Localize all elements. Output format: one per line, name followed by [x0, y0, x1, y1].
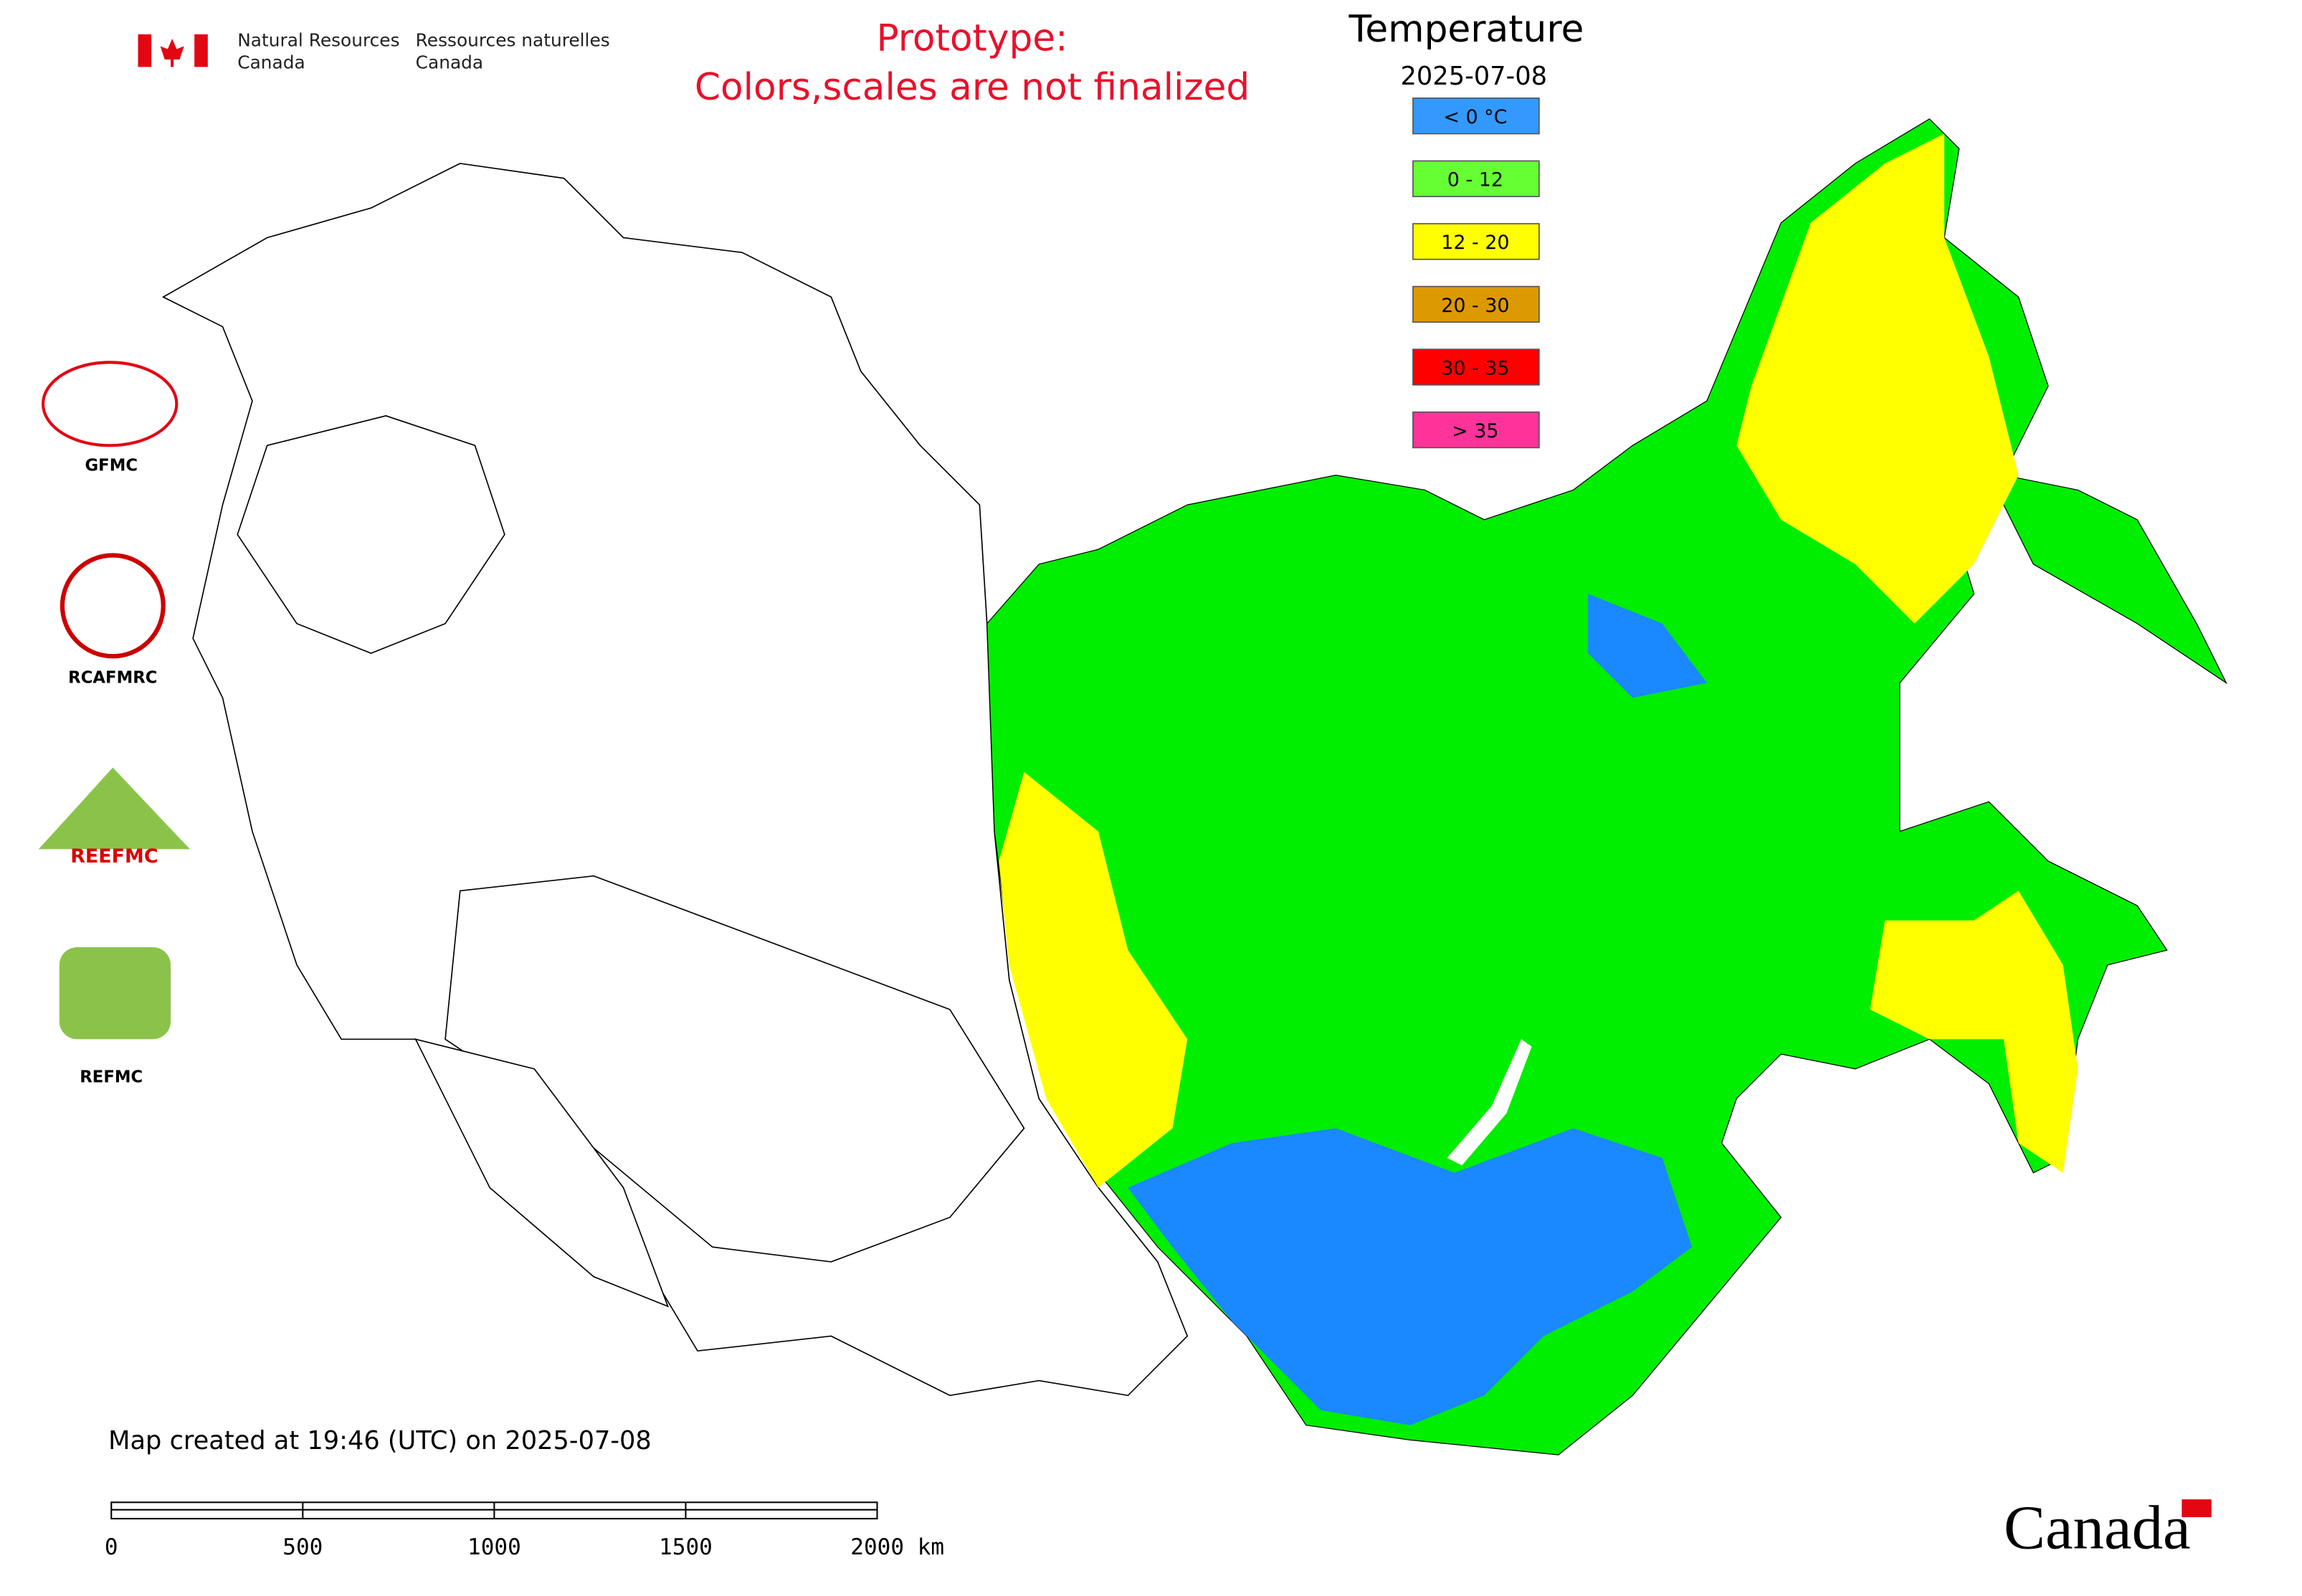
- logo-label: GFMC: [85, 457, 138, 475]
- scale-label: 2000 km: [850, 1534, 944, 1560]
- country-outlines: [161, 163, 1189, 1397]
- lake: [1447, 1039, 1532, 1166]
- logo-label: REFMC: [80, 1068, 143, 1086]
- logo-label: REEFMC: [70, 845, 158, 868]
- legend: < 0 °C 0 - 12 12 - 20 20 - 30 30 - 35 > 35: [1412, 98, 1540, 449]
- agency-text: Ressources naturelles: [416, 29, 610, 50]
- scale-label: 1000: [467, 1534, 521, 1560]
- flag-bar: [194, 34, 208, 67]
- zone-below-0: [1128, 1128, 1693, 1425]
- wordmark-flag: [2182, 1499, 2212, 1518]
- agency-text: Natural Resources: [237, 29, 399, 50]
- zone-12-20: [1870, 890, 2078, 1173]
- logo-label: RCAFMRC: [68, 669, 157, 688]
- logos: GFMC RCAFMRC REEFMC REFMC: [38, 361, 190, 1086]
- legend-label: 20 - 30: [1441, 295, 1509, 317]
- legend-label: < 0 °C: [1443, 106, 1507, 128]
- temperature-field: [986, 118, 2228, 1455]
- country-outline: [414, 1038, 670, 1308]
- created-text: Map created at 19:46 (UTC) on 2025-07-08: [108, 1426, 652, 1455]
- zone-below-0: [1588, 594, 1707, 698]
- legend-swatch: [1412, 285, 1540, 323]
- legend-label: 30 - 35: [1441, 357, 1509, 379]
- legend-swatch: [1412, 223, 1540, 260]
- logo-reefmc: [38, 767, 190, 850]
- logo-rcafmrc: [60, 553, 166, 659]
- zone-12-20: [999, 771, 1188, 1188]
- notice: Prototype:: [876, 17, 1067, 60]
- zone-12-20: [1736, 133, 2019, 624]
- legend-swatch: [1412, 348, 1540, 386]
- scale-label: 1500: [659, 1534, 713, 1560]
- government-signature: Natural Resources Canada Ressources natu…: [138, 29, 610, 72]
- legend-title: Temperature: [1349, 8, 1584, 51]
- scale-label: 0: [105, 1534, 118, 1560]
- legend-date: 2025-07-08: [1401, 62, 1548, 91]
- agency-text: Canada: [416, 52, 483, 72]
- agency-text: Canada: [237, 52, 305, 72]
- country-outline: [237, 415, 505, 655]
- notice: Colors,scales are not finalized: [695, 66, 1250, 109]
- scale-bar: 0 500 1000 1500 2000 km: [105, 1501, 944, 1560]
- logo-refmc: [59, 947, 171, 1040]
- logo-gfmc: [41, 361, 179, 447]
- legend-swatch: [1412, 98, 1540, 135]
- canada-wordmark: Canada: [2004, 1493, 2191, 1562]
- legend-label: 12 - 20: [1441, 232, 1509, 254]
- maple-leaf: [160, 39, 184, 67]
- legend-label: 0 - 12: [1447, 169, 1503, 191]
- flag-bar: [138, 34, 152, 67]
- legend-swatch: [1412, 160, 1540, 197]
- legend-label: > 35: [1452, 420, 1498, 442]
- scale-label: 500: [282, 1534, 323, 1560]
- legend-swatch: [1412, 411, 1540, 449]
